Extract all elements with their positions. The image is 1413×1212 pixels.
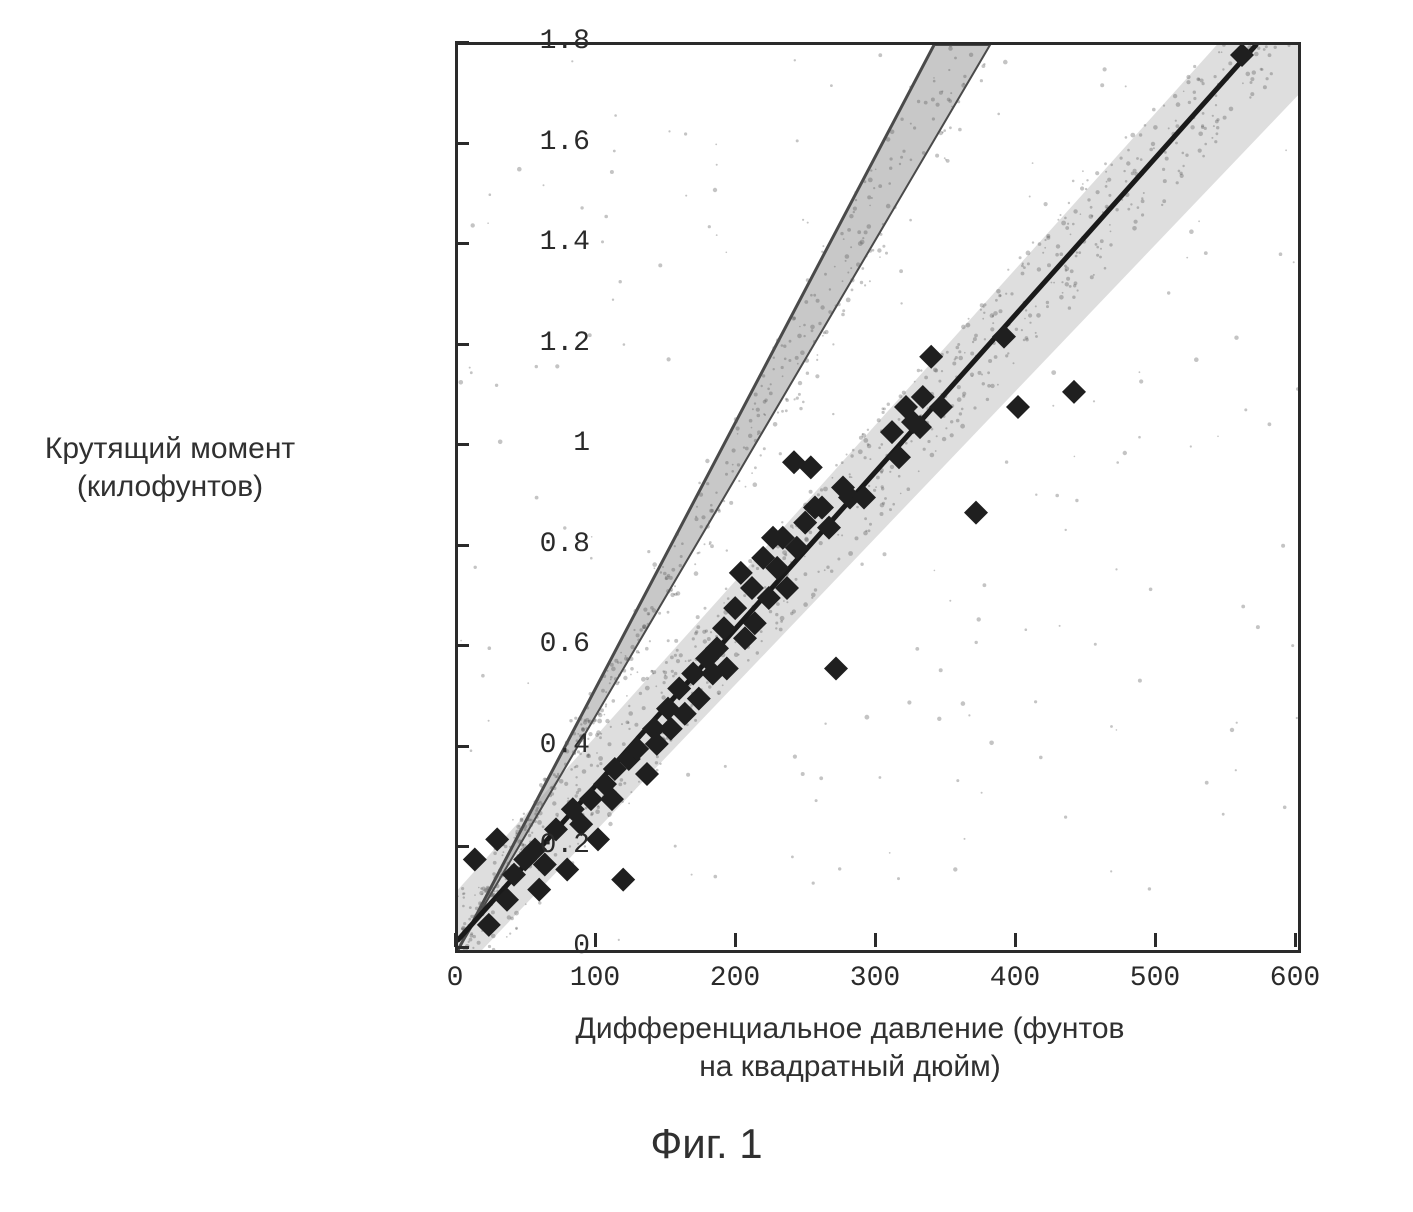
y-axis-label: Крутящий момент(килофунтов) bbox=[20, 430, 320, 505]
y-tick-label: 1.4 bbox=[500, 227, 590, 258]
y-tick-mark bbox=[455, 443, 469, 446]
x-tick-mark bbox=[1014, 933, 1017, 947]
y-tick-mark bbox=[455, 845, 469, 848]
x-tick-mark bbox=[454, 933, 457, 947]
y-tick-mark bbox=[455, 242, 469, 245]
y-tick-label: 0.6 bbox=[500, 629, 590, 660]
y-tick-mark bbox=[455, 41, 469, 44]
y-tick-label: 1.8 bbox=[500, 26, 590, 57]
y-tick-label: 0.4 bbox=[500, 730, 590, 761]
x-tick-label: 100 bbox=[560, 963, 630, 994]
y-tick-label: 1.6 bbox=[500, 127, 590, 158]
y-tick-label: 1 bbox=[500, 428, 590, 459]
x-axis-label-text: Дифференциальное давление (фунтовна квад… bbox=[576, 1012, 1125, 1083]
x-tick-mark bbox=[874, 933, 877, 947]
figure: Крутящий момент(килофунтов) 0 0.2 0.4 0.6 0.… bbox=[0, 0, 1413, 1212]
x-tick-mark bbox=[1294, 933, 1297, 947]
y-tick-label: 0 bbox=[500, 931, 590, 962]
y-tick-label: 0.8 bbox=[500, 529, 590, 560]
plot-area bbox=[455, 42, 1301, 953]
x-tick-mark bbox=[734, 933, 737, 947]
y-tick-mark bbox=[455, 644, 469, 647]
y-axis-label-text: Крутящий момент(килофунтов) bbox=[45, 432, 295, 503]
plot-svg bbox=[458, 45, 1298, 950]
y-tick-mark bbox=[455, 142, 469, 145]
y-tick-mark bbox=[455, 544, 469, 547]
figure-caption: Фиг. 1 bbox=[0, 1120, 1413, 1168]
x-axis-label: Дифференциальное давление (фунтовна квад… bbox=[360, 1010, 1340, 1085]
x-tick-mark bbox=[594, 933, 597, 947]
y-tick-label: 1.2 bbox=[500, 328, 590, 359]
x-tick-label: 300 bbox=[840, 963, 910, 994]
x-tick-label: 0 bbox=[420, 963, 490, 994]
x-tick-label: 200 bbox=[700, 963, 770, 994]
figure-caption-text: Фиг. 1 bbox=[650, 1120, 762, 1167]
y-tick-label: 0.2 bbox=[500, 830, 590, 861]
y-tick-mark bbox=[455, 343, 469, 346]
plot-container: 00.20.40.60.811.21.41.61.8 0100200300400… bbox=[360, 30, 1340, 1050]
x-tick-label: 600 bbox=[1260, 963, 1330, 994]
x-tick-label: 400 bbox=[980, 963, 1050, 994]
y-tick-mark bbox=[455, 745, 469, 748]
x-tick-mark bbox=[1154, 933, 1157, 947]
x-tick-label: 500 bbox=[1120, 963, 1190, 994]
y-tick-mark bbox=[455, 946, 469, 949]
